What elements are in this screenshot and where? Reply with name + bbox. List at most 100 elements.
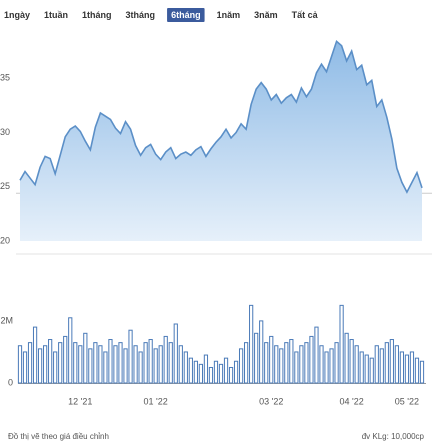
volume-bar (208, 366, 214, 384)
volume-bar (193, 360, 198, 384)
volume-bar (289, 339, 294, 384)
volume-bar (198, 363, 204, 384)
volume-bar (284, 342, 289, 384)
volume-bar (294, 351, 299, 384)
footer-unit: đv KLg: 10,000cp (362, 432, 425, 441)
volume-bar (108, 339, 113, 384)
volume-bar (274, 345, 279, 384)
volume-bar (163, 335, 168, 384)
volume-bar (304, 342, 309, 384)
volume-bar (123, 348, 128, 384)
x-tick-label: 03 '22 (259, 396, 283, 406)
volume-bar (218, 363, 224, 384)
volume-bar (299, 345, 304, 384)
volume-bar (83, 332, 88, 384)
volume-bar (143, 342, 148, 384)
y-tick-label: 2M (0, 315, 13, 325)
volume-bar (339, 304, 344, 384)
y-tick-label: 25 (0, 181, 10, 191)
volume-bar (103, 351, 108, 384)
x-tick-label: 12 '21 (68, 396, 92, 406)
volume-bar (259, 320, 264, 384)
volume-bar (319, 345, 324, 384)
volume-bar (73, 342, 78, 384)
volume-bar (354, 345, 359, 384)
y-tick-label: 30 (0, 127, 10, 137)
volume-bar (128, 329, 133, 384)
volume-bar (158, 345, 163, 384)
volume-bar (48, 339, 53, 384)
volume-bar (279, 348, 284, 384)
range-button[interactable]: 3tháng (126, 10, 156, 20)
volume-bar (379, 348, 384, 384)
price-area (20, 41, 422, 241)
volume-bar (53, 351, 58, 384)
volume-bar (269, 335, 274, 384)
volume-bar (118, 342, 123, 384)
range-button[interactable]: 1năm (217, 10, 241, 20)
volume-bar (68, 317, 73, 384)
volume-bar (93, 342, 98, 384)
volume-bar (98, 345, 103, 384)
y-tick-label: 20 (0, 235, 10, 245)
volume-bar (17, 345, 23, 384)
volume-bar (58, 342, 63, 384)
volume-bar (249, 304, 254, 384)
range-button-bg[interactable] (167, 8, 205, 22)
volume-bar (63, 335, 68, 384)
volume-bar (37, 348, 43, 384)
volume-bar (409, 351, 415, 384)
volume-bar (213, 360, 219, 384)
volume-bar (254, 332, 259, 384)
x-tick-label: 04 '22 (340, 396, 364, 406)
volume-bar (309, 335, 314, 384)
volume-bar (153, 348, 158, 384)
volume-bar (27, 342, 33, 384)
volume-bar (364, 354, 369, 384)
volume-bar (314, 326, 319, 384)
range-button[interactable]: 6tháng (171, 10, 201, 20)
volume-bar (203, 354, 209, 384)
range-button[interactable]: 1tuần (44, 10, 68, 20)
range-button[interactable]: 1tháng (82, 10, 112, 20)
volume-bar (384, 342, 389, 384)
volume-bar (228, 366, 234, 384)
range-button[interactable]: 3năm (254, 10, 278, 20)
volume-bar (22, 351, 28, 384)
volume-bar (404, 354, 410, 384)
volume-bar (334, 342, 339, 384)
volume-bar (138, 351, 143, 384)
footer-note: Đồ thị vẽ theo giá điều chỉnh (8, 432, 109, 441)
x-tick-label: 01 '22 (144, 396, 168, 406)
volume-bar (369, 357, 374, 384)
range-button[interactable]: Tất cả (292, 10, 319, 20)
volume-bar (349, 339, 354, 384)
volume-bar (389, 339, 394, 384)
y-tick-label: 0 (8, 377, 13, 387)
price-line (19, 39, 423, 194)
volume-bar (344, 332, 349, 384)
volume-bar (148, 339, 153, 384)
volume-bar (178, 345, 183, 384)
volume-bar (168, 342, 173, 384)
volume-bar (399, 351, 405, 384)
y-tick-label: 35 (0, 73, 10, 83)
volume-bar (88, 348, 93, 384)
volume-bar (238, 348, 244, 384)
volume-bar (374, 345, 379, 384)
volume-bar (244, 342, 249, 384)
volume-bar (394, 345, 399, 384)
volume-bar (43, 345, 48, 384)
range-button[interactable]: 1ngày (4, 10, 30, 20)
volume-bar (264, 342, 269, 384)
volume-bar (173, 323, 178, 384)
volume-bar (113, 345, 118, 384)
volume-bar (133, 345, 138, 384)
volume-bar (78, 345, 83, 384)
volume-bar (414, 357, 420, 384)
volume-bar (324, 351, 329, 384)
volume-bar (329, 348, 334, 384)
volume-bar (419, 360, 425, 384)
x-tick-label: 05 '22 (395, 396, 419, 406)
